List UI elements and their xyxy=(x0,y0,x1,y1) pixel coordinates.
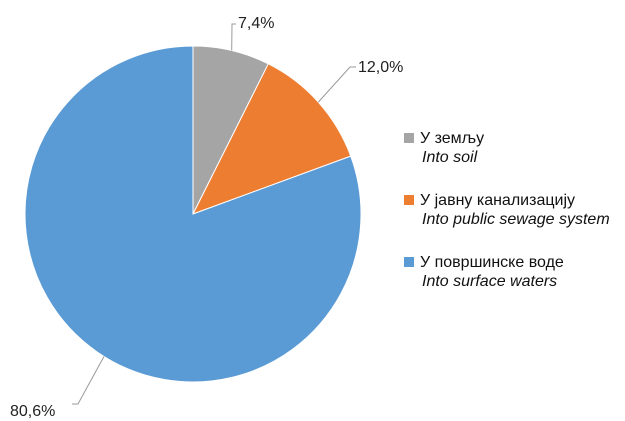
data-label-into-surface-waters: 80,6% xyxy=(10,403,55,420)
legend-swatch-into-soil xyxy=(404,133,414,143)
legend-item-into-soil: У земљу Into soil xyxy=(404,129,610,168)
data-label-into-soil: 7,4% xyxy=(238,15,274,32)
legend-label-sr-into-soil: У земљу xyxy=(420,130,485,147)
legend-label-en-into-surface-waters: Into surface waters xyxy=(422,273,558,290)
pie-slice-into-surface-waters xyxy=(24,45,362,383)
legend-label-sr-into-surface-waters: У површинске воде xyxy=(420,254,564,271)
leader-line-into-public-sewage-system xyxy=(317,66,356,103)
legend-label-en-into-public-sewage: Into public sewage system xyxy=(422,211,610,228)
leader-line-into-soil xyxy=(231,23,236,51)
legend-swatch-into-surface-waters xyxy=(404,257,414,267)
legend-swatch-into-public-sewage xyxy=(404,195,414,205)
legend-label-sr-into-public-sewage: У јавну канализацију xyxy=(420,192,575,209)
legend-item-into-public-sewage: У јавну канализацију Into public sewage … xyxy=(404,191,610,230)
legend: У земљу Into soil У јавну канализацију I… xyxy=(404,129,610,315)
pie-slices xyxy=(24,45,362,383)
legend-label-en-into-soil: Into soil xyxy=(422,149,478,166)
data-label-into-public-sewage-system: 12,0% xyxy=(358,59,403,76)
leader-lines xyxy=(72,23,356,405)
data-labels: 7,4% 12,0% 80,6% xyxy=(10,15,403,420)
pie-slice-into-public-sewage-system xyxy=(191,63,352,215)
leader-line-into-surface-waters xyxy=(72,356,105,405)
legend-item-into-surface-waters: У површинске воде Into surface waters xyxy=(404,253,610,292)
